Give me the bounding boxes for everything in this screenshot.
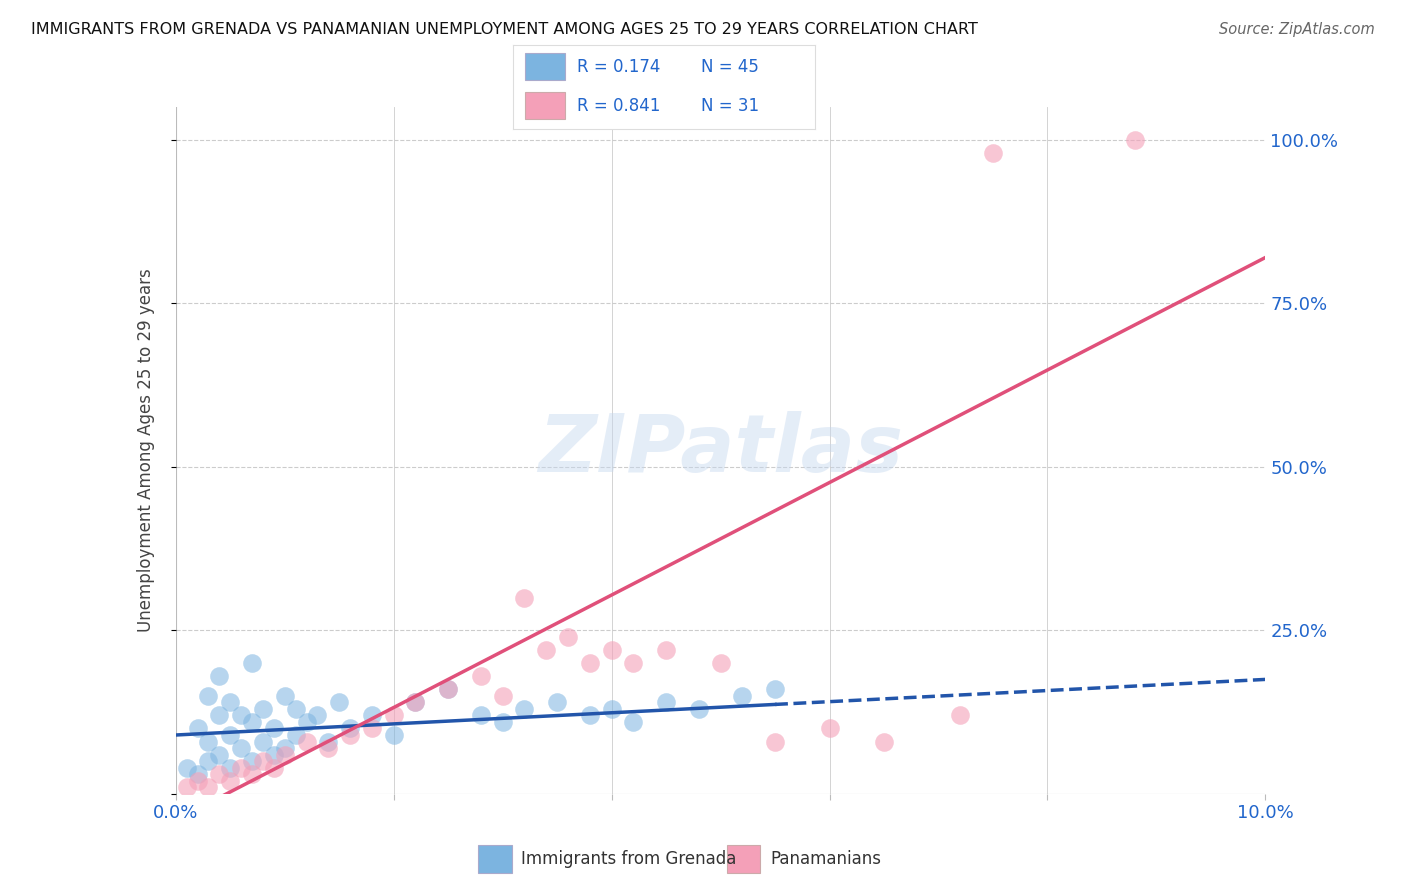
Point	[382, 708, 405, 723]
Text: ZIPatlas: ZIPatlas	[538, 411, 903, 490]
Point	[252, 734, 274, 748]
Y-axis label: Unemployment Among Ages 25 to 29 years: Unemployment Among Ages 25 to 29 years	[136, 268, 155, 632]
Point	[208, 708, 231, 723]
Point	[546, 695, 568, 709]
Point	[600, 643, 623, 657]
Text: R = 0.174: R = 0.174	[576, 58, 659, 76]
Point	[382, 728, 405, 742]
Point	[176, 780, 198, 795]
Point	[208, 767, 231, 781]
Point	[197, 754, 219, 768]
Point	[949, 708, 972, 723]
Text: Panamanians: Panamanians	[770, 849, 882, 868]
Point	[284, 702, 307, 716]
Point	[307, 708, 329, 723]
Bar	[478, 845, 512, 872]
Point	[274, 747, 297, 762]
Point	[231, 708, 253, 723]
Text: N = 31: N = 31	[700, 96, 759, 114]
Point	[513, 702, 536, 716]
Point	[818, 722, 841, 736]
Point	[252, 702, 274, 716]
Point	[295, 714, 318, 729]
Point	[492, 714, 515, 729]
Point	[731, 689, 754, 703]
Text: R = 0.841: R = 0.841	[576, 96, 659, 114]
Point	[405, 695, 427, 709]
Point	[197, 734, 219, 748]
Point	[579, 708, 602, 723]
Point	[655, 643, 678, 657]
Point	[318, 741, 340, 756]
Point	[240, 754, 263, 768]
Point	[186, 722, 209, 736]
Point	[437, 682, 460, 697]
Bar	[526, 54, 565, 80]
Text: N = 45: N = 45	[700, 58, 758, 76]
Point	[513, 591, 536, 605]
Point	[621, 714, 644, 729]
Bar	[727, 845, 761, 872]
Point	[219, 773, 242, 788]
Point	[360, 722, 382, 736]
Point	[274, 741, 297, 756]
Point	[470, 669, 492, 683]
Text: Source: ZipAtlas.com: Source: ZipAtlas.com	[1219, 22, 1375, 37]
Point	[1123, 133, 1146, 147]
Point	[263, 722, 285, 736]
Point	[437, 682, 460, 697]
Point	[197, 689, 219, 703]
Point	[328, 695, 350, 709]
Point	[219, 695, 242, 709]
Text: Immigrants from Grenada: Immigrants from Grenada	[522, 849, 737, 868]
Point	[470, 708, 492, 723]
Point	[339, 722, 361, 736]
Point	[710, 656, 733, 670]
Point	[219, 728, 242, 742]
Point	[240, 767, 263, 781]
Point	[621, 656, 644, 670]
Point	[688, 702, 710, 716]
Point	[219, 761, 242, 775]
Point	[655, 695, 678, 709]
Point	[208, 669, 231, 683]
Point	[186, 773, 209, 788]
Point	[295, 734, 318, 748]
Point	[231, 761, 253, 775]
Point	[208, 747, 231, 762]
Point	[263, 747, 285, 762]
Point	[557, 630, 579, 644]
Point	[252, 754, 274, 768]
Point	[600, 702, 623, 716]
Point	[231, 741, 253, 756]
Point	[240, 714, 263, 729]
Bar	[526, 92, 565, 120]
Point	[176, 761, 198, 775]
Point	[492, 689, 515, 703]
Point	[763, 734, 786, 748]
Point	[274, 689, 297, 703]
Point	[360, 708, 382, 723]
Point	[263, 761, 285, 775]
Point	[186, 767, 209, 781]
Point	[981, 145, 1004, 160]
Point	[534, 643, 557, 657]
Point	[339, 728, 361, 742]
Point	[240, 656, 263, 670]
Point	[763, 682, 786, 697]
Point	[873, 734, 896, 748]
Point	[318, 734, 340, 748]
Point	[579, 656, 602, 670]
Point	[284, 728, 307, 742]
Point	[197, 780, 219, 795]
Text: IMMIGRANTS FROM GRENADA VS PANAMANIAN UNEMPLOYMENT AMONG AGES 25 TO 29 YEARS COR: IMMIGRANTS FROM GRENADA VS PANAMANIAN UN…	[31, 22, 977, 37]
Point	[405, 695, 427, 709]
